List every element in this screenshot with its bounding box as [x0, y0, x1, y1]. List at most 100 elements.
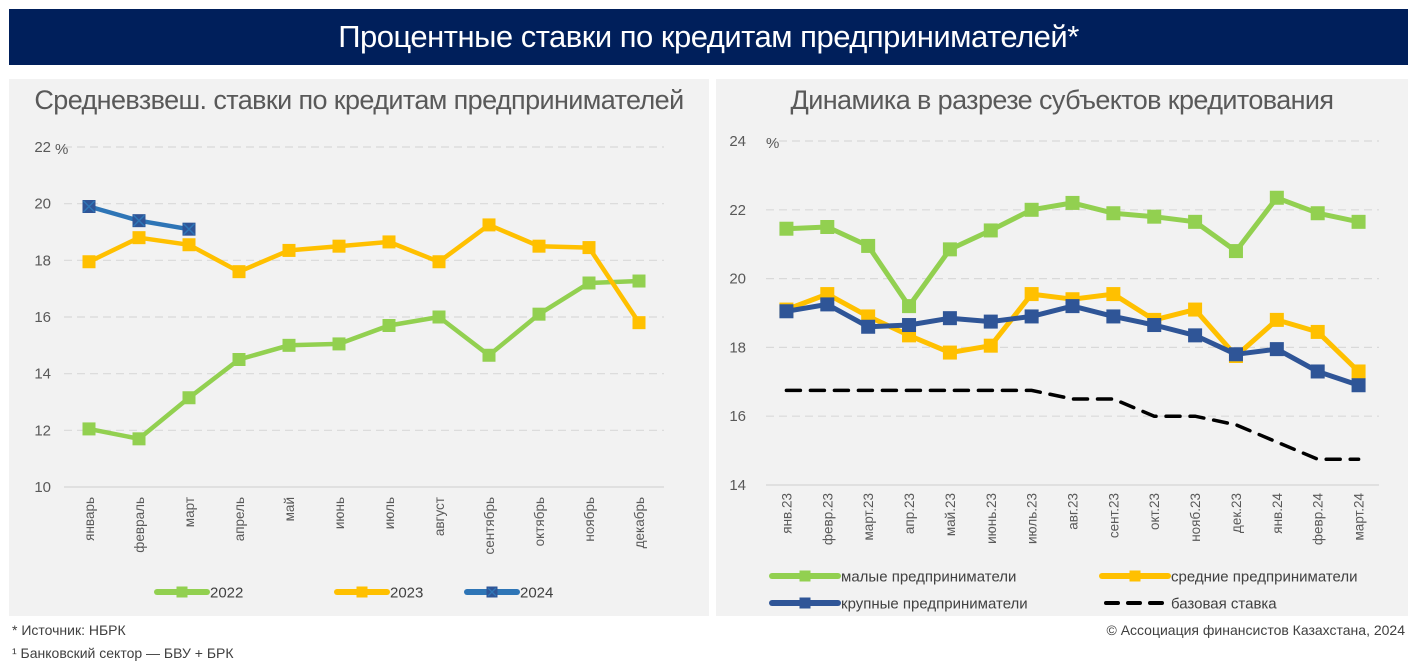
legend-marker: [799, 597, 811, 609]
data-point: [1351, 214, 1366, 229]
data-point: [532, 239, 546, 253]
data-point: [902, 299, 917, 314]
y-tick-label: 16: [34, 309, 51, 326]
legend-label: крупные предприниматели: [841, 596, 1028, 613]
data-point: [820, 297, 835, 312]
data-point: [282, 338, 296, 352]
x-tick-label: февр.23: [820, 493, 835, 545]
data-point: [82, 255, 96, 269]
header-banner: Процентные ставки по кредитам предприним…: [9, 9, 1408, 65]
series-line: [784, 388, 1361, 461]
y-tick-label: 18: [729, 339, 746, 356]
data-point: [382, 235, 396, 249]
x-tick-label: июль: [382, 497, 397, 529]
y-tick-label: 18: [34, 252, 51, 269]
y-tick-label: 10: [34, 479, 51, 496]
data-point: [779, 221, 794, 236]
y-unit-label: %: [766, 135, 779, 152]
data-point: [1188, 302, 1203, 317]
legend-item: средние предприниматели: [1099, 569, 1358, 586]
x-tick-label: ноябрь: [582, 497, 597, 542]
data-point: [132, 432, 146, 446]
legend-marker: [799, 570, 811, 582]
data-point: [1188, 214, 1203, 229]
data-point: [282, 243, 296, 257]
data-point: [1228, 347, 1243, 362]
legend-label: средние предприниматели: [1171, 569, 1358, 586]
legend-label: 2023: [390, 585, 423, 602]
data-point-cross: [132, 214, 146, 227]
data-point: [182, 238, 196, 252]
series-3: [779, 297, 1366, 393]
x-tick-label: нояб.23: [1188, 493, 1203, 542]
copyright-note: © Ассоциация финансистов Казахстана, 202…: [1106, 622, 1405, 638]
data-point: [482, 218, 496, 232]
data-point: [582, 241, 596, 255]
x-tick-label: янв.23: [779, 493, 794, 534]
x-tick-label: сентябрь: [482, 497, 497, 554]
data-point: [983, 223, 998, 238]
y-tick-label: 22: [729, 202, 746, 219]
data-point: [1269, 190, 1284, 205]
legend-item: малые предприниматели: [769, 569, 1016, 586]
y-tick-label: 20: [34, 196, 51, 213]
data-point: [1106, 206, 1121, 221]
x-tick-label: окт.23: [1147, 493, 1162, 530]
data-point: [861, 238, 876, 253]
x-tick-label: май.23: [943, 493, 958, 536]
legend-marker: [356, 586, 368, 598]
series-line: [88, 222, 641, 324]
legend-label: базовая ставка: [1171, 596, 1277, 613]
data-point: [332, 239, 346, 253]
data-point: [1147, 209, 1162, 224]
data-point: [582, 276, 596, 290]
data-point: [1351, 378, 1366, 393]
data-point: [182, 391, 196, 405]
data-point: [1024, 309, 1039, 324]
data-point: [1351, 364, 1366, 379]
data-point: [1310, 206, 1325, 221]
data-point: [1065, 299, 1080, 314]
data-point: [432, 310, 446, 324]
x-tick-label: февр.24: [1311, 493, 1326, 546]
y-tick-label: 22: [34, 139, 51, 156]
gridlines: [64, 146, 664, 488]
x-tick-label: март: [182, 497, 197, 527]
data-point: [902, 318, 917, 333]
left-chart-title: Средневзвеш. ставки по кредитам предприн…: [34, 85, 684, 115]
data-point: [232, 265, 246, 279]
x-tick-label: дек.23: [1229, 493, 1244, 533]
data-point: [1228, 244, 1243, 259]
x-tick-label: март.23: [861, 493, 876, 540]
x-tick-label: декабрь: [632, 497, 647, 548]
legend-label: малые предприниматели: [841, 569, 1016, 586]
x-tick-label: сент.23: [1106, 493, 1121, 538]
data-point: [1147, 318, 1162, 333]
data-point: [779, 304, 794, 319]
y-tick-label: 14: [34, 366, 51, 383]
data-point: [1310, 324, 1325, 339]
series-1: [82, 274, 646, 446]
x-tick-label: янв.24: [1270, 493, 1285, 534]
data-point: [983, 338, 998, 353]
data-point: [132, 231, 146, 245]
x-tick-label: январь: [82, 497, 97, 541]
data-point-cross: [82, 200, 96, 213]
x-tick-label: июль.23: [1025, 493, 1040, 544]
data-point: [632, 274, 646, 288]
right-line-chart: 14 16 18 20 22 24 % янв.23 февр.23 март.23 апр.23 м…: [729, 133, 1379, 613]
x-tick-label: март.24: [1352, 493, 1367, 541]
data-point: [82, 422, 96, 436]
series-1: [779, 190, 1366, 314]
x-tick-label: апрель: [232, 497, 247, 541]
data-point: [332, 337, 346, 351]
x-tick-label: февраль: [132, 497, 147, 553]
legend-label: 2022: [210, 585, 243, 602]
data-point: [1269, 312, 1284, 327]
data-point: [1188, 328, 1203, 343]
data-point: [532, 307, 546, 321]
x-tick-label: апр.23: [902, 493, 917, 534]
data-point: [861, 319, 876, 334]
source-note: * Источник: НБРК: [12, 622, 126, 638]
data-point: [232, 353, 246, 366]
